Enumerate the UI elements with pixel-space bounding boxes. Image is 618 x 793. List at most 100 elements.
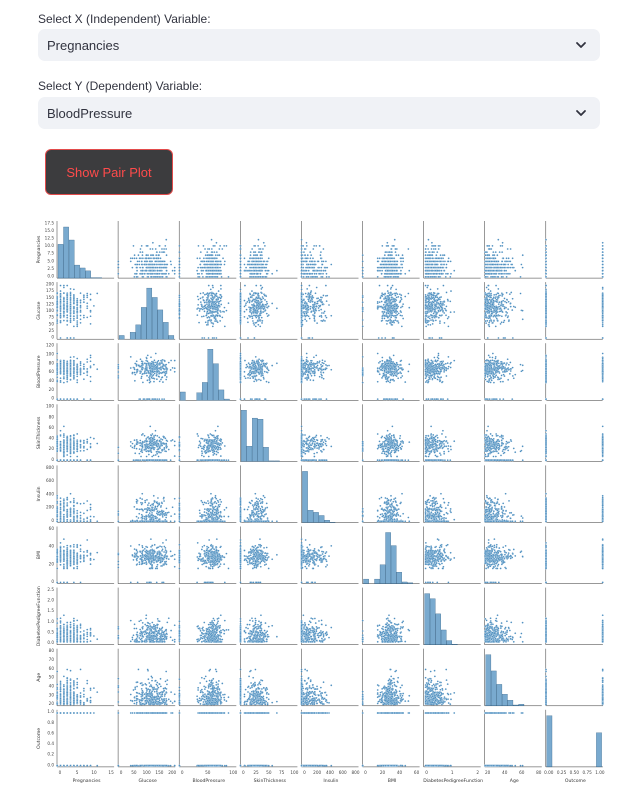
scatter-point	[197, 244, 200, 247]
y-variable-value: BloodPressure	[47, 106, 132, 121]
scatter-point	[320, 266, 323, 269]
scatter-point	[86, 302, 89, 305]
scatter-point	[382, 303, 385, 306]
scatter-point	[376, 257, 379, 260]
scatter-point	[320, 312, 323, 314]
scatter-point	[395, 316, 398, 319]
scatter-point	[218, 272, 221, 275]
scatter-point	[69, 307, 72, 310]
scatter-point	[428, 251, 430, 254]
scatter-point	[305, 241, 308, 244]
scatter-point	[136, 269, 139, 272]
scatter-point	[247, 260, 250, 263]
scatter-point	[253, 244, 256, 247]
scatter-point	[205, 257, 208, 260]
scatter-point	[386, 316, 389, 319]
scatter-point	[435, 311, 438, 314]
scatter-point	[76, 314, 79, 317]
scatter-point	[300, 321, 303, 324]
scatter-point	[430, 241, 433, 244]
scatter-point	[497, 337, 500, 339]
scatter-point	[311, 272, 314, 275]
scatter-point	[431, 304, 434, 307]
scatter-point	[223, 244, 226, 247]
scatter-point	[66, 337, 69, 339]
scatter-point	[391, 269, 394, 272]
scatter-point	[225, 309, 228, 312]
scatter-point	[300, 238, 303, 241]
scatter-point	[377, 337, 380, 339]
scatter-point	[211, 325, 214, 328]
scatter-point	[379, 296, 382, 299]
scatter-point	[321, 320, 324, 323]
scatter-point	[196, 314, 199, 317]
scatter-point	[488, 321, 491, 324]
scatter-point	[239, 260, 242, 263]
scatter-point	[305, 244, 308, 247]
scatter-point	[384, 269, 387, 272]
scatter-point	[487, 288, 490, 291]
scatter-point	[300, 316, 303, 319]
scatter-point	[304, 254, 306, 257]
scatter-point	[427, 257, 430, 260]
scatter-point	[258, 314, 261, 317]
scatter-point	[396, 320, 399, 322]
scatter-point	[201, 275, 204, 278]
pairplot-cell-Glucose-SkinThickness	[239, 282, 298, 340]
scatter-point	[395, 263, 398, 266]
scatter-point	[300, 251, 303, 254]
scatter-point	[267, 269, 270, 272]
scatter-point	[495, 309, 498, 312]
scatter-point	[309, 263, 312, 266]
scatter-point	[318, 305, 321, 308]
scatter-point	[503, 307, 506, 310]
scatter-point	[390, 254, 393, 257]
scatter-point	[223, 306, 226, 309]
scatter-point	[435, 254, 438, 257]
scatter-point	[446, 298, 449, 301]
scatter-point	[310, 254, 313, 257]
scatter-point	[384, 272, 387, 275]
scatter-point	[178, 316, 181, 319]
scatter-point	[158, 251, 161, 254]
scatter-point	[425, 305, 428, 308]
scatter-point	[322, 269, 325, 272]
show-pair-plot-button[interactable]: Show Pair Plot	[45, 149, 173, 195]
scatter-point	[384, 292, 387, 295]
scatter-point	[427, 238, 430, 241]
scatter-point	[489, 269, 491, 272]
scatter-point	[218, 300, 221, 303]
scatter-point	[379, 263, 382, 266]
scatter-point	[79, 309, 82, 312]
scatter-point	[394, 251, 397, 254]
scatter-point	[503, 337, 506, 339]
x-variable-select[interactable]: Pregnancies	[38, 29, 600, 61]
scatter-point	[204, 293, 206, 296]
scatter-point	[484, 320, 487, 323]
scatter-point	[424, 248, 427, 250]
scatter-point	[399, 314, 402, 317]
scatter-point	[391, 284, 394, 287]
scatter-point	[488, 248, 491, 250]
scatter-point	[243, 257, 246, 260]
y-variable-select[interactable]: BloodPressure	[38, 97, 600, 129]
scatter-point	[243, 284, 246, 287]
scatter-point	[500, 315, 503, 318]
scatter-point	[401, 254, 404, 257]
scatter-point	[139, 251, 142, 254]
scatter-point	[165, 269, 168, 272]
scatter-point	[315, 305, 318, 308]
scatter-point	[307, 269, 310, 272]
scatter-point	[314, 292, 317, 295]
scatter-point	[320, 301, 323, 304]
scatter-point	[378, 301, 381, 304]
scatter-point	[440, 296, 443, 299]
scatter-point	[361, 254, 364, 257]
scatter-point	[248, 301, 251, 304]
scatter-point	[56, 306, 59, 309]
histogram-bar	[63, 226, 69, 279]
scatter-point	[437, 306, 440, 309]
scatter-point	[252, 260, 255, 263]
scatter-point	[271, 302, 274, 305]
scatter-point	[251, 257, 253, 260]
